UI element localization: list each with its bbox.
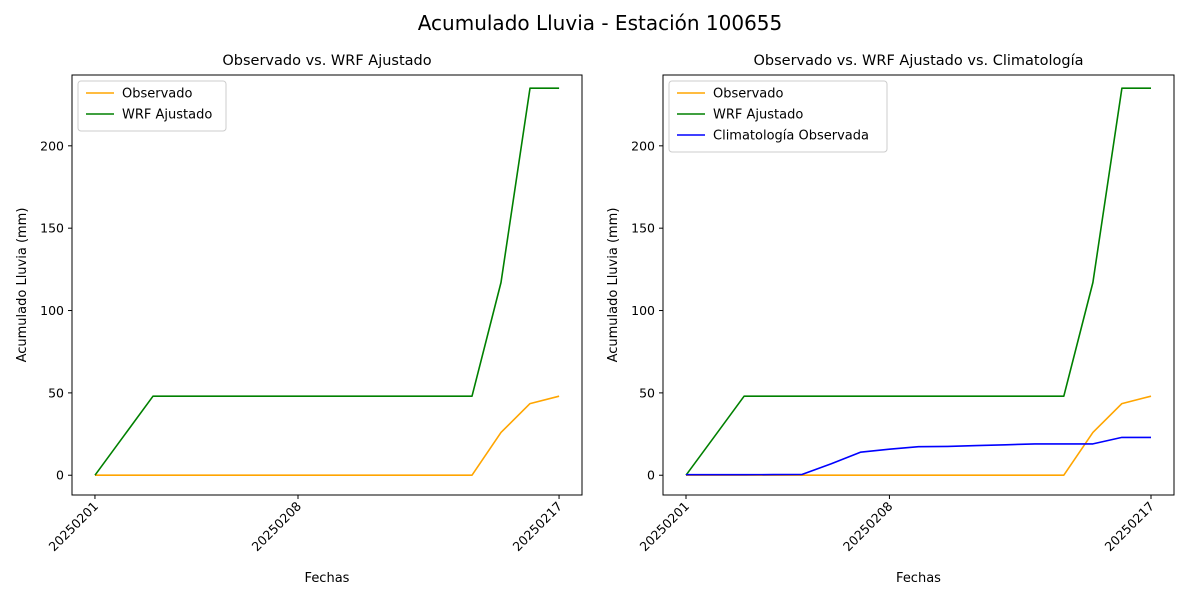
- left-yaxis-label: Acumulado Lluvia (mm): [15, 208, 30, 363]
- right-xaxis-label: Fechas: [896, 571, 941, 586]
- right-legend-label-3: Climatología Observada: [713, 129, 869, 144]
- left-ytick-label: 0: [56, 468, 64, 483]
- left-xtick-label: 20250217: [510, 499, 566, 555]
- right-series-line-2: [685, 87, 1151, 476]
- left-xtick-label: 20250208: [249, 498, 305, 554]
- right-series-line-3: [686, 436, 1151, 476]
- left-axes-title: Observado vs. WRF Ajustado: [222, 53, 431, 69]
- left-xtick-label: 20250201: [45, 499, 101, 555]
- suptitle: Acumulado Lluvia - Estación 100655: [418, 11, 783, 35]
- right-ytick-label: 200: [631, 138, 655, 153]
- chart-left: Observado vs. WRF Ajustado 0 50 100 150 200 20…: [15, 53, 583, 586]
- left-ytick-label: 100: [40, 303, 64, 318]
- left-legend-label-2: WRF Ajustado: [122, 108, 212, 123]
- right-legend-label-1: Observado: [713, 87, 784, 102]
- right-axes-title: Observado vs. WRF Ajustado vs. Climatolo…: [754, 53, 1084, 69]
- right-legend: [668, 80, 888, 153]
- right-ytick-label: 50: [639, 385, 655, 400]
- right-xtick-label: 20250217: [1102, 499, 1158, 555]
- left-ytick-label: 150: [40, 221, 64, 236]
- right-ytick-label: 100: [631, 303, 655, 318]
- right-xtick-label: 20250208: [840, 498, 896, 554]
- left-series-line-2: [94, 87, 560, 476]
- left-series-line-1: [95, 395, 560, 477]
- left-ytick-label: 50: [48, 385, 64, 400]
- left-axes-frame: [71, 74, 583, 496]
- left-legend-label-1: Observado: [122, 87, 193, 102]
- right-xtick-label: 20250201: [637, 499, 693, 555]
- right-series-line-1: [686, 395, 1152, 477]
- chart-right: Observado vs. WRF Ajustado vs. Climatolo…: [606, 53, 1175, 586]
- left-legend: [77, 80, 227, 132]
- left-xaxis-label: Fechas: [305, 571, 350, 586]
- right-legend-label-2: WRF Ajustado: [713, 108, 803, 123]
- right-ytick-label: 150: [631, 221, 655, 236]
- right-ytick-label: 0: [647, 468, 655, 483]
- right-axes-frame: [662, 74, 1175, 496]
- left-ytick-label: 200: [40, 138, 64, 153]
- right-yaxis-label: Acumulado Lluvia (mm): [606, 208, 621, 363]
